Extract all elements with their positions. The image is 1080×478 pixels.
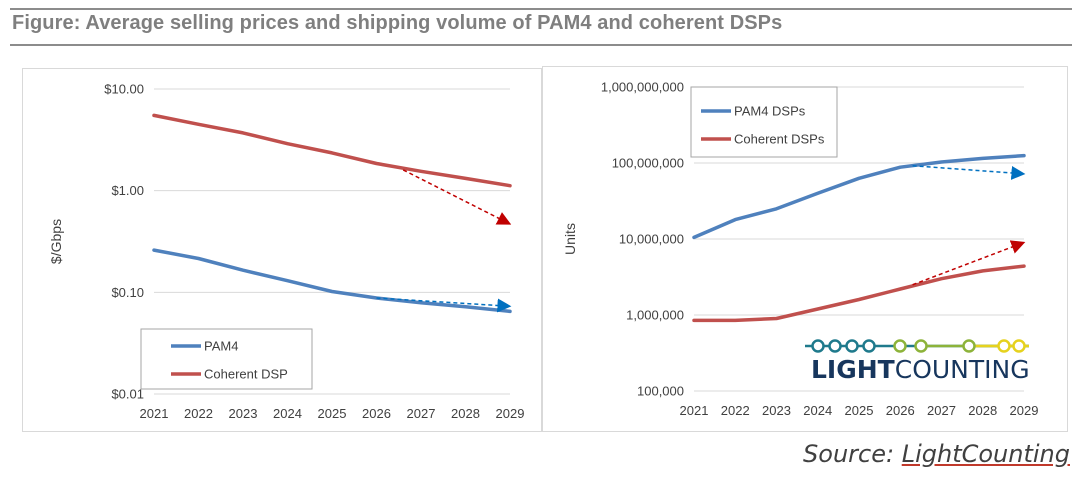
logo-dot xyxy=(862,339,876,353)
price-chart-panel: $10.00 $1.00 $0.10 $0.01 2021 2022 2023 2024 202… xyxy=(22,68,542,432)
logo-dot xyxy=(828,339,842,353)
y-axis-label: Units xyxy=(562,223,578,255)
y-tick-label: 10,000,000 xyxy=(619,232,684,247)
y-tick-label: 100,000 xyxy=(637,384,684,399)
x-tick-label: 2023 xyxy=(762,403,791,418)
logo-dot xyxy=(914,339,928,353)
logo-dot xyxy=(997,339,1011,353)
volume-chart: 1,000,000,000 100,000,000 10,000,000 1,000,… xyxy=(562,80,1039,419)
y-tick-label: 1,000,000 xyxy=(626,308,684,323)
y-tick-label: $0.01 xyxy=(111,387,144,402)
x-tick-label: 2021 xyxy=(140,406,169,421)
legend-label: PAM4 DSPs xyxy=(734,104,806,119)
series-line-1 xyxy=(692,153,1026,240)
source-name: LightCounting xyxy=(901,440,1070,468)
logo-light: COUNTING xyxy=(895,355,1030,384)
x-tick-label: 2028 xyxy=(451,406,480,421)
x-tick-label: 2022 xyxy=(184,406,213,421)
logo-dot xyxy=(962,339,976,353)
figure-title: Figure: Average selling prices and shipp… xyxy=(12,12,783,34)
y-axis-label: $/Gbps xyxy=(48,219,64,264)
series-line-2 xyxy=(692,264,1026,323)
logo-wordmark: LIGHTCOUNTING xyxy=(811,355,1030,384)
x-tick-label: 2023 xyxy=(229,406,258,421)
x-tick-label: 2028 xyxy=(968,403,997,418)
x-tick-label: 2022 xyxy=(721,403,750,418)
forecast-arrow xyxy=(912,165,1026,180)
legend-label: Coherent DSP xyxy=(204,367,288,382)
x-tick-label: 2024 xyxy=(803,403,832,418)
logo-bold: LIGHT xyxy=(811,355,895,384)
lightcounting-logo: LIGHTCOUNTING xyxy=(805,339,1030,384)
x-tick-label: 2024 xyxy=(273,406,302,421)
x-tick-label: 2026 xyxy=(886,403,915,418)
legend-box xyxy=(140,328,313,390)
y-tick-label: 1,000,000,000 xyxy=(601,80,684,95)
forecast-arrow xyxy=(912,240,1026,286)
y-tick-label: $0.10 xyxy=(111,285,144,300)
x-tick-label: 2027 xyxy=(407,406,436,421)
volume-chart-panel: 1,000,000,000 100,000,000 10,000,000 1,000,… xyxy=(542,66,1068,432)
series-line-2 xyxy=(152,113,512,188)
logo-dot xyxy=(1012,339,1026,353)
title-rule-top xyxy=(10,8,1072,10)
price-chart: $10.00 $1.00 $0.10 $0.01 2021 2022 2023 2024 202… xyxy=(48,82,525,422)
source-prefix: Source: xyxy=(803,440,902,468)
logo-dot xyxy=(845,339,859,353)
y-tick-label: $1.00 xyxy=(111,183,144,198)
y-tick-label: 100,000,000 xyxy=(612,156,684,171)
forecast-arrow xyxy=(376,297,512,313)
legend-label: Coherent DSPs xyxy=(734,132,825,147)
x-tick-label: 2021 xyxy=(680,403,709,418)
y-tick-label: $10.00 xyxy=(104,82,144,97)
x-tick-label: 2025 xyxy=(318,406,347,421)
source-credit: Source: LightCounting xyxy=(803,440,1070,468)
x-tick-label: 2026 xyxy=(362,406,391,421)
logo-dot xyxy=(893,339,907,353)
series-line-1 xyxy=(152,248,512,314)
x-tick-label: 2029 xyxy=(1010,403,1039,418)
title-rule-bottom xyxy=(10,44,1072,46)
legend-label: PAM4 xyxy=(204,339,238,354)
logo-dot xyxy=(811,339,825,353)
x-tick-label: 2025 xyxy=(845,403,874,418)
x-tick-label: 2029 xyxy=(496,406,525,421)
legend-box xyxy=(690,86,838,158)
forecast-arrow xyxy=(402,169,512,225)
x-tick-label: 2027 xyxy=(927,403,956,418)
